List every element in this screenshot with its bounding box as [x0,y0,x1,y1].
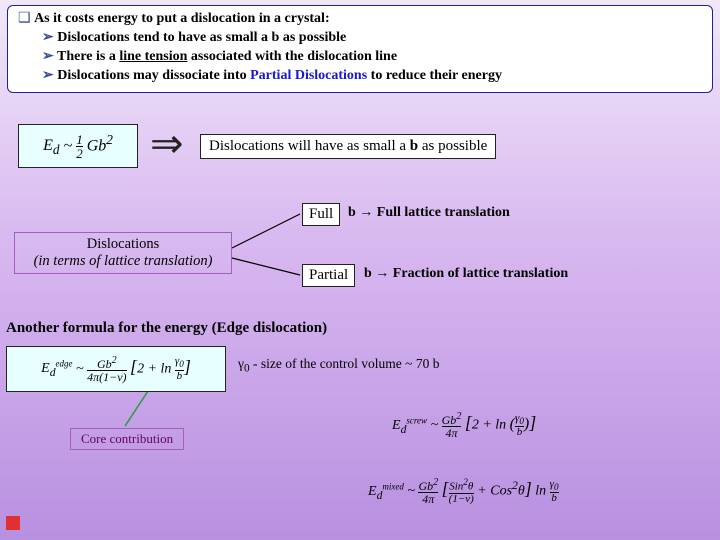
sub3: Dislocations may dissociate into Partial… [42,67,702,86]
sub1: Dislocations tend to have as small a b a… [42,29,702,48]
another-formula-label: Another formula for the energy (Edge dis… [6,320,327,337]
partial-annotation: b → Fraction of lattice translation [364,266,568,282]
full-label: Full [302,203,340,226]
dislocations-classification: Dislocations (in terms of lattice transl… [14,232,232,274]
gamma-note: γ0 - size of the control volume ~ 70 b [238,356,439,375]
mixed-energy-formula: Edmixed ~ Gb24π [Sin2θ(1−ν) + Cos2θ] ln … [368,478,559,505]
slide-marker [6,516,20,530]
implies-arrow: ⇒ [150,120,184,167]
l1: As it costs energy to put a dislocation … [34,11,330,26]
full-annotation: b → Full lattice translation [348,205,510,221]
energy-formula-simple: Ed ~ 12 Gb2 [18,124,138,168]
sub2: There is a line tension associated with … [42,48,702,67]
edge-energy-formula: Ededge ~ Gb24π(1−ν) [2 + ln γ0b] [6,346,226,392]
disloc-sub: (in terms of lattice translation) [19,253,227,270]
bullet-main: As it costs energy to put a dislocation … [18,10,702,29]
disloc-title: Dislocations [19,236,227,253]
partial-label: Partial [302,264,355,287]
screw-energy-formula: Edscrew ~ Gb24π [2 + ln (γ0b)] [392,412,536,439]
small-b-statement: Dislocations will have as small a b as p… [200,134,496,159]
top-summary-box: As it costs energy to put a dislocation … [7,5,713,93]
core-contribution-label: Core contribution [70,428,184,450]
